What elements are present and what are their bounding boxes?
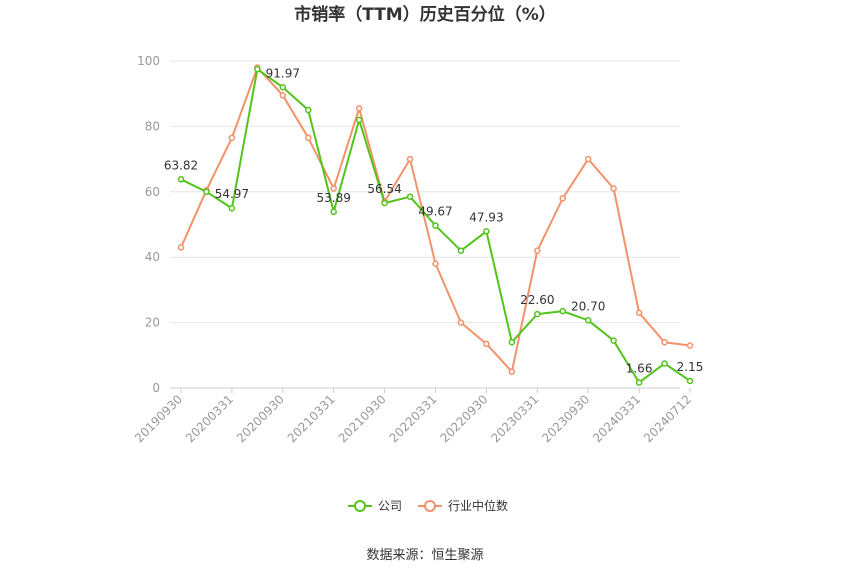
data-point xyxy=(432,222,439,229)
x-tick-label: 20230331 xyxy=(488,392,541,445)
source-note: 数据来源：恒生聚源 xyxy=(366,548,483,563)
x-tick-label: 20200930 xyxy=(234,392,287,445)
data-point xyxy=(559,195,566,202)
data-point xyxy=(330,185,337,192)
y-tick-label: 60 xyxy=(145,185,160,199)
data-point xyxy=(483,228,490,235)
data-point xyxy=(254,65,261,73)
data-label: 54.97 xyxy=(215,187,249,201)
data-point xyxy=(635,379,643,386)
data-point xyxy=(279,84,287,91)
data-label: 1.66 xyxy=(626,362,653,376)
x-axis: 2019093020200331202009302021033120210930… xyxy=(132,388,694,445)
x-tick-label: 20240712 xyxy=(641,392,694,445)
data-label: 53.89 xyxy=(317,191,351,205)
data-label: 2.15 xyxy=(677,360,704,374)
data-point xyxy=(432,260,439,267)
data-label: 20.70 xyxy=(571,299,605,313)
x-tick-label: 20200331 xyxy=(183,392,236,445)
data-point xyxy=(534,247,541,254)
data-point xyxy=(508,368,516,375)
data-point xyxy=(228,204,236,212)
data-point xyxy=(635,309,643,317)
y-axis: 0 20 40 60 80 100 xyxy=(137,54,160,395)
data-point xyxy=(203,188,210,196)
grid xyxy=(170,60,680,389)
y-tick-label: 20 xyxy=(145,316,160,330)
data-point xyxy=(457,319,465,326)
chart-title: 市销率（TTM）历史百分位（%） xyxy=(294,4,556,25)
data-point xyxy=(584,317,592,324)
data-point xyxy=(279,92,287,99)
data-point xyxy=(686,342,694,349)
data-point xyxy=(406,155,414,163)
series-group xyxy=(177,64,694,386)
data-label: 22.60 xyxy=(520,293,554,307)
x-tick-label: 20190930 xyxy=(132,392,185,445)
data-point xyxy=(584,155,592,163)
x-tick-label: 20210930 xyxy=(336,392,389,445)
data-point xyxy=(508,338,516,346)
data-point xyxy=(177,244,185,251)
data-label: 49.67 xyxy=(418,205,452,219)
x-tick-label: 20230930 xyxy=(539,392,592,445)
data-point xyxy=(661,360,668,367)
data-point xyxy=(483,340,490,348)
data-point xyxy=(559,307,566,315)
data-point xyxy=(355,116,363,124)
data-point xyxy=(355,105,363,112)
data-label: 56.54 xyxy=(367,182,401,196)
y-tick-label: 0 xyxy=(152,381,160,395)
data-point xyxy=(686,377,694,385)
x-tick-label: 20220930 xyxy=(437,392,490,445)
legend-marker xyxy=(354,500,366,512)
data-point xyxy=(610,185,617,192)
data-point xyxy=(305,106,312,114)
legend-marker xyxy=(424,500,436,512)
data-point xyxy=(228,134,236,142)
legend-item-0[interactable]: 公司 xyxy=(348,499,402,513)
series-line-1 xyxy=(180,66,691,373)
y-tick-label: 100 xyxy=(137,54,160,68)
x-tick-label: 20220331 xyxy=(387,392,440,445)
legend-item-1[interactable]: 行业中位数 xyxy=(418,498,508,513)
legend[interactable]: 公司 行业中位数 xyxy=(348,498,508,513)
data-point xyxy=(177,176,185,183)
data-point xyxy=(610,337,617,344)
data-point xyxy=(406,193,414,200)
legend-label: 公司 xyxy=(378,499,402,513)
y-tick-label: 40 xyxy=(145,250,160,264)
data-label: 47.93 xyxy=(469,210,503,224)
data-label: 91.97 xyxy=(266,66,300,80)
x-tick-label: 20240331 xyxy=(590,392,643,445)
legend-label: 行业中位数 xyxy=(448,498,508,513)
x-tick-label: 20210331 xyxy=(285,392,338,445)
data-point xyxy=(305,134,312,142)
data-labels: 63.82 54.97 91.97 53.89 56.54 49.67 47.93 22.60… xyxy=(164,66,704,375)
data-point xyxy=(534,310,541,318)
data-label: 63.82 xyxy=(164,158,198,172)
data-point xyxy=(457,247,465,254)
y-tick-label: 80 xyxy=(145,119,160,133)
data-point xyxy=(381,199,388,207)
data-point xyxy=(661,338,668,346)
data-point xyxy=(330,208,337,216)
